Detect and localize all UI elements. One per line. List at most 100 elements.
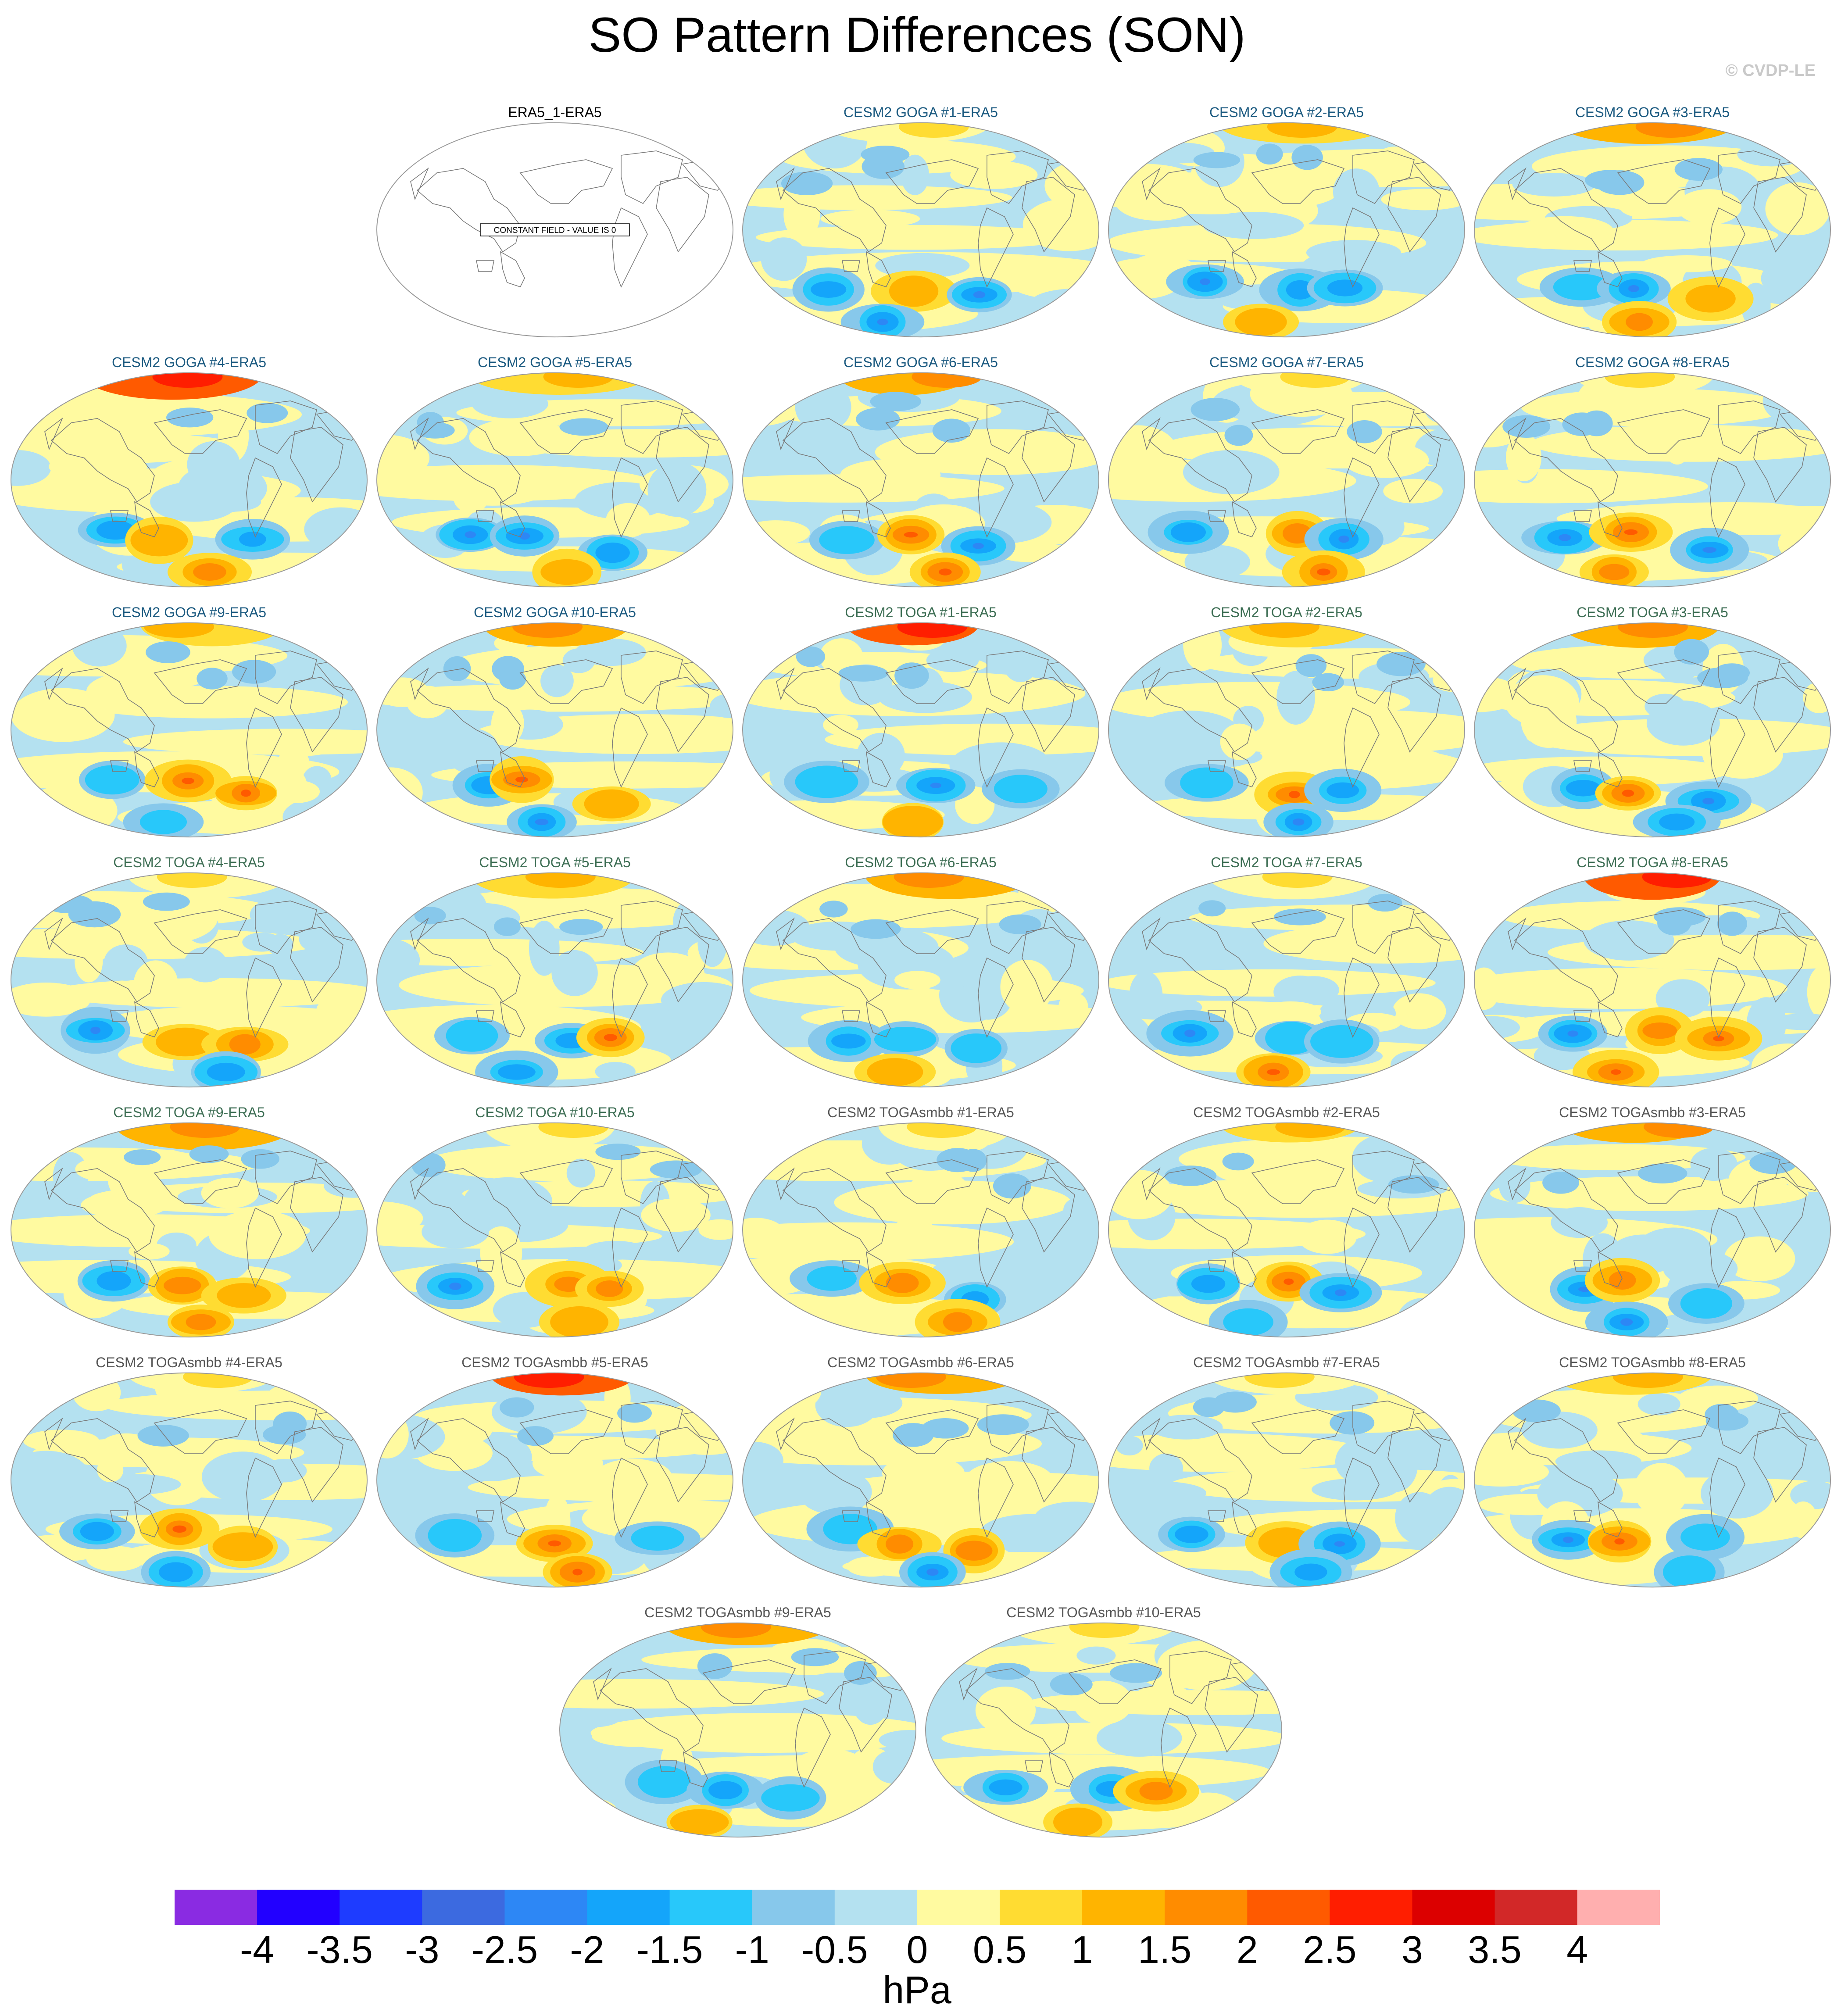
- colorbar-tick-label: -3.5: [306, 1928, 373, 1971]
- contour-map: [1473, 1373, 1831, 1587]
- map-panel: CESM2 TOGA #4-ERA5: [6, 854, 372, 1090]
- contour-map: [1108, 122, 1466, 337]
- colorbar-tick-label: 1: [1071, 1928, 1093, 1971]
- map-panel: CESM2 TOGA #2-ERA5: [1104, 604, 1469, 840]
- contour-map: [376, 872, 734, 1087]
- panel-title: CESM2 TOGAsmbb #9-ERA5: [644, 1605, 831, 1620]
- map-panel: ERA5_1-ERA5 CONSTANT FIELD - VALUE IS 0: [372, 104, 738, 340]
- colorbar-box: [669, 1890, 753, 1925]
- contour-map: [10, 872, 368, 1087]
- contour-map: [742, 1122, 1100, 1337]
- contour-map: CONSTANT FIELD - VALUE IS 0: [376, 122, 734, 337]
- colorbar-box: [1577, 1890, 1660, 1925]
- colorbar-tick-label: 0.5: [972, 1928, 1027, 1971]
- panel-title: CESM2 TOGAsmbb #5-ERA5: [461, 1355, 648, 1370]
- colorbar-box: [1412, 1890, 1495, 1925]
- map-panel: CESM2 GOGA #9-ERA5: [6, 604, 372, 840]
- contour-map: [10, 372, 368, 587]
- map-panel: CESM2 TOGA #9-ERA5: [6, 1104, 372, 1340]
- contour-map: [1108, 372, 1466, 587]
- panel-title: CESM2 GOGA #9-ERA5: [111, 604, 267, 620]
- panel-title: CESM2 TOGAsmbb #10-ERA5: [1006, 1605, 1201, 1620]
- colorbar-tick-label: 3: [1401, 1928, 1423, 1971]
- map-panel: CESM2 TOGAsmbb #9-ERA5: [555, 1604, 921, 1841]
- map-panel: CESM2 TOGA #10-ERA5: [372, 1104, 738, 1340]
- contour-map: [1108, 622, 1466, 837]
- contour-map: [376, 1122, 734, 1337]
- contour-map: [1473, 872, 1831, 1087]
- map-panel: CESM2 TOGA #3-ERA5: [1469, 604, 1834, 840]
- panel-title: CESM2 TOGA #4-ERA5: [113, 854, 265, 870]
- contour-map: [925, 1623, 1283, 1837]
- panel-title: ERA5_1-ERA5: [508, 104, 602, 120]
- map-panel: CESM2 TOGA #5-ERA5: [372, 854, 738, 1090]
- panel-title: CESM2 GOGA #4-ERA5: [111, 354, 267, 370]
- map-panel: CESM2 TOGA #6-ERA5: [738, 854, 1104, 1090]
- colorbar-tick-label: -4: [240, 1928, 275, 1971]
- contour-map: [742, 622, 1100, 837]
- panel-title: CESM2 TOGA #10-ERA5: [475, 1105, 635, 1120]
- contour-map: [10, 622, 368, 837]
- colorbar-tick-label: -1.5: [636, 1928, 703, 1971]
- colorbar-box: [752, 1890, 835, 1925]
- colorbar-tick-label: 4: [1566, 1928, 1588, 1971]
- map-panel: CESM2 TOGA #8-ERA5: [1469, 854, 1834, 1090]
- panel-title: CESM2 TOGA #3-ERA5: [1577, 604, 1728, 620]
- colorbar-box: [587, 1890, 670, 1925]
- map-panel: CESM2 TOGA #1-ERA5: [738, 604, 1104, 840]
- map-panel: CESM2 TOGAsmbb #7-ERA5: [1104, 1354, 1469, 1591]
- colorbar-tick-label: 1.5: [1138, 1928, 1192, 1971]
- colorbar-box: [175, 1890, 257, 1925]
- map-panel: CESM2 TOGA #7-ERA5: [1104, 854, 1469, 1090]
- panel-title: CESM2 TOGAsmbb #4-ERA5: [96, 1355, 282, 1370]
- map-panel: CESM2 GOGA #7-ERA5: [1104, 354, 1469, 590]
- map-panel: CESM2 GOGA #3-ERA5: [1469, 104, 1834, 340]
- panel-title: CESM2 GOGA #5-ERA5: [477, 354, 633, 370]
- contour-map: [1473, 1122, 1831, 1337]
- contour-map: [742, 372, 1100, 587]
- panel-title: CESM2 TOGA #7-ERA5: [1211, 854, 1362, 870]
- colorbar-box: [1165, 1890, 1248, 1925]
- panel-title: CESM2 TOGAsmbb #7-ERA5: [1193, 1355, 1380, 1370]
- map-panel: CESM2 TOGAsmbb #3-ERA5: [1469, 1104, 1834, 1340]
- panel-title: CESM2 GOGA #2-ERA5: [1209, 104, 1364, 120]
- colorbar: [175, 1890, 1660, 1925]
- colorbar-tick-label: -3: [405, 1928, 440, 1971]
- map-panel: CESM2 TOGAsmbb #6-ERA5: [738, 1354, 1104, 1591]
- page-title: SO Pattern Differences (SON): [588, 7, 1246, 62]
- colorbar-box: [504, 1890, 587, 1925]
- panel-title: CESM2 GOGA #6-ERA5: [843, 354, 998, 370]
- contour-map: [1108, 1373, 1466, 1587]
- panel-title: CESM2 TOGA #8-ERA5: [1577, 854, 1728, 870]
- contour-map: [10, 1122, 368, 1337]
- panel-title: CESM2 GOGA #1-ERA5: [843, 104, 998, 120]
- panel-title: CESM2 TOGA #5-ERA5: [479, 854, 631, 870]
- contour-map: [742, 122, 1100, 337]
- contour-map: [376, 1373, 734, 1587]
- colorbar-box: [1247, 1890, 1330, 1925]
- panel-title: CESM2 GOGA #10-ERA5: [474, 604, 636, 620]
- colorbar-tick-label: 2.5: [1303, 1928, 1357, 1971]
- panel-title: CESM2 TOGAsmbb #3-ERA5: [1559, 1105, 1746, 1120]
- map-panel: CESM2 GOGA #6-ERA5: [738, 354, 1104, 590]
- map-panel: CESM2 TOGAsmbb #10-ERA5: [921, 1604, 1287, 1841]
- colorbar-box: [917, 1890, 1000, 1925]
- constant-field-note: CONSTANT FIELD - VALUE IS 0: [494, 226, 616, 235]
- colorbar-tick-label: -1: [735, 1928, 769, 1971]
- contour-map: [1108, 872, 1466, 1087]
- map-panel: CESM2 GOGA #5-ERA5: [372, 354, 738, 590]
- contour-map: [376, 372, 734, 587]
- panel-title: CESM2 TOGA #2-ERA5: [1211, 604, 1362, 620]
- map-panel: CESM2 TOGAsmbb #1-ERA5: [738, 1104, 1104, 1340]
- colorbar-box: [257, 1890, 340, 1925]
- colorbar-box: [834, 1890, 918, 1925]
- panel-title: CESM2 TOGA #9-ERA5: [113, 1105, 265, 1120]
- colorbar-box: [1330, 1890, 1412, 1925]
- colorbar-tick-label: -0.5: [801, 1928, 868, 1971]
- colorbar-box: [340, 1890, 422, 1925]
- colorbar-tick-label: -2.5: [471, 1928, 538, 1971]
- map-panel: CESM2 GOGA #10-ERA5: [372, 604, 738, 840]
- contour-map: [1108, 1122, 1466, 1337]
- panel-title: CESM2 GOGA #3-ERA5: [1575, 104, 1730, 120]
- map-panel: CESM2 TOGAsmbb #2-ERA5: [1104, 1104, 1469, 1340]
